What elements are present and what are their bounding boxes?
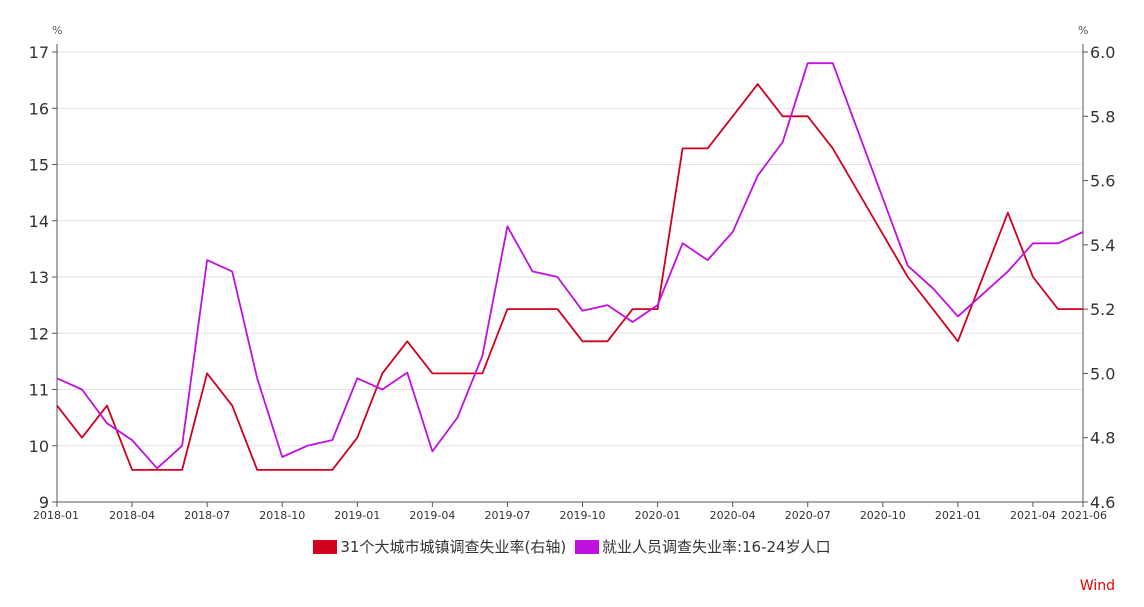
right-tick-label: 5.6 — [1090, 172, 1115, 191]
legend-swatch-youth-rate — [574, 539, 599, 554]
right-tick-label: 5.0 — [1090, 364, 1115, 383]
legend-swatch-urban-rate — [313, 539, 338, 554]
x-tick-label: 2020-07 — [785, 509, 831, 522]
x-axis-ticks: 2018-01 2018-04 2018-07 2018-10 2019-01 2019-… — [33, 502, 1107, 522]
legend-label-urban-rate: 31个大城市城镇调查失业率(右轴) — [340, 538, 567, 556]
left-tick-label: 11 — [29, 381, 49, 400]
right-tick-label: 5.4 — [1090, 236, 1115, 255]
x-tick-label: 2021-01 — [935, 509, 981, 522]
right-axis-ticks: 4.6 4.8 5.0 5.2 5.4 5.6 5.8 6.0 — [1083, 43, 1115, 512]
legend: 31个大城市城镇调查失业率(右轴) 就业人员调查失业率:16-24岁人口 — [0, 536, 1144, 558]
left-tick-label: 10 — [29, 437, 49, 456]
x-tick-label: 2018-01 — [33, 509, 79, 522]
x-tick-label: 2018-07 — [184, 509, 230, 522]
x-tick-label: 2020-04 — [710, 509, 756, 522]
left-axis-ticks: 9 10 11 12 13 14 15 16 17 — [29, 43, 57, 512]
series-line-0[interactable] — [56, 83, 1083, 471]
left-tick-label: 12 — [29, 324, 49, 343]
left-tick-label: 9 — [39, 493, 49, 512]
right-tick-label: 4.8 — [1090, 429, 1115, 448]
left-tick-label: 14 — [29, 212, 49, 231]
left-tick-label: 16 — [29, 99, 49, 118]
x-tick-label: 2019-04 — [409, 509, 455, 522]
left-tick-label: 15 — [29, 156, 49, 175]
x-tick-label: 2020-01 — [635, 509, 681, 522]
axes — [56, 44, 1084, 503]
left-tick-label: 13 — [29, 268, 49, 287]
right-tick-label: 5.8 — [1090, 107, 1115, 126]
x-tick-label: 2018-04 — [109, 509, 155, 522]
legend-item-urban-rate[interactable]: 31个大城市城镇调查失业率(右轴) — [313, 536, 566, 557]
line-chart: 9 10 11 12 13 14 15 16 17 4.6 4.8 5.0 5.2 5.4 5.6 5.8 6… — [29, 24, 1116, 522]
x-tick-label: 2018-10 — [259, 509, 305, 522]
right-tick-label: 6.0 — [1090, 43, 1115, 62]
series-line-1[interactable] — [56, 62, 1084, 470]
x-tick-label: 2021-04 — [1010, 509, 1056, 522]
right-axis-unit: % — [1078, 24, 1088, 37]
left-axis-unit: % — [52, 24, 62, 37]
legend-item-youth-rate[interactable]: 就业人员调查失业率:16-24岁人口 — [574, 536, 831, 557]
x-tick-label: 2019-01 — [334, 509, 380, 522]
right-tick-label: 5.2 — [1090, 300, 1115, 319]
grid-lines — [57, 51, 1083, 447]
x-tick-label: 2020-10 — [860, 509, 906, 522]
wind-watermark: Wind — [1079, 578, 1115, 594]
right-tick-label: 4.6 — [1090, 493, 1115, 512]
left-tick-label: 17 — [29, 43, 49, 62]
x-tick-label: 2021-06 — [1061, 509, 1107, 522]
legend-label-youth-rate: 就业人员调查失业率:16-24岁人口 — [601, 538, 831, 556]
series-lines — [56, 62, 1084, 471]
x-tick-label: 2019-07 — [484, 509, 530, 522]
x-tick-label: 2019-10 — [560, 509, 606, 522]
